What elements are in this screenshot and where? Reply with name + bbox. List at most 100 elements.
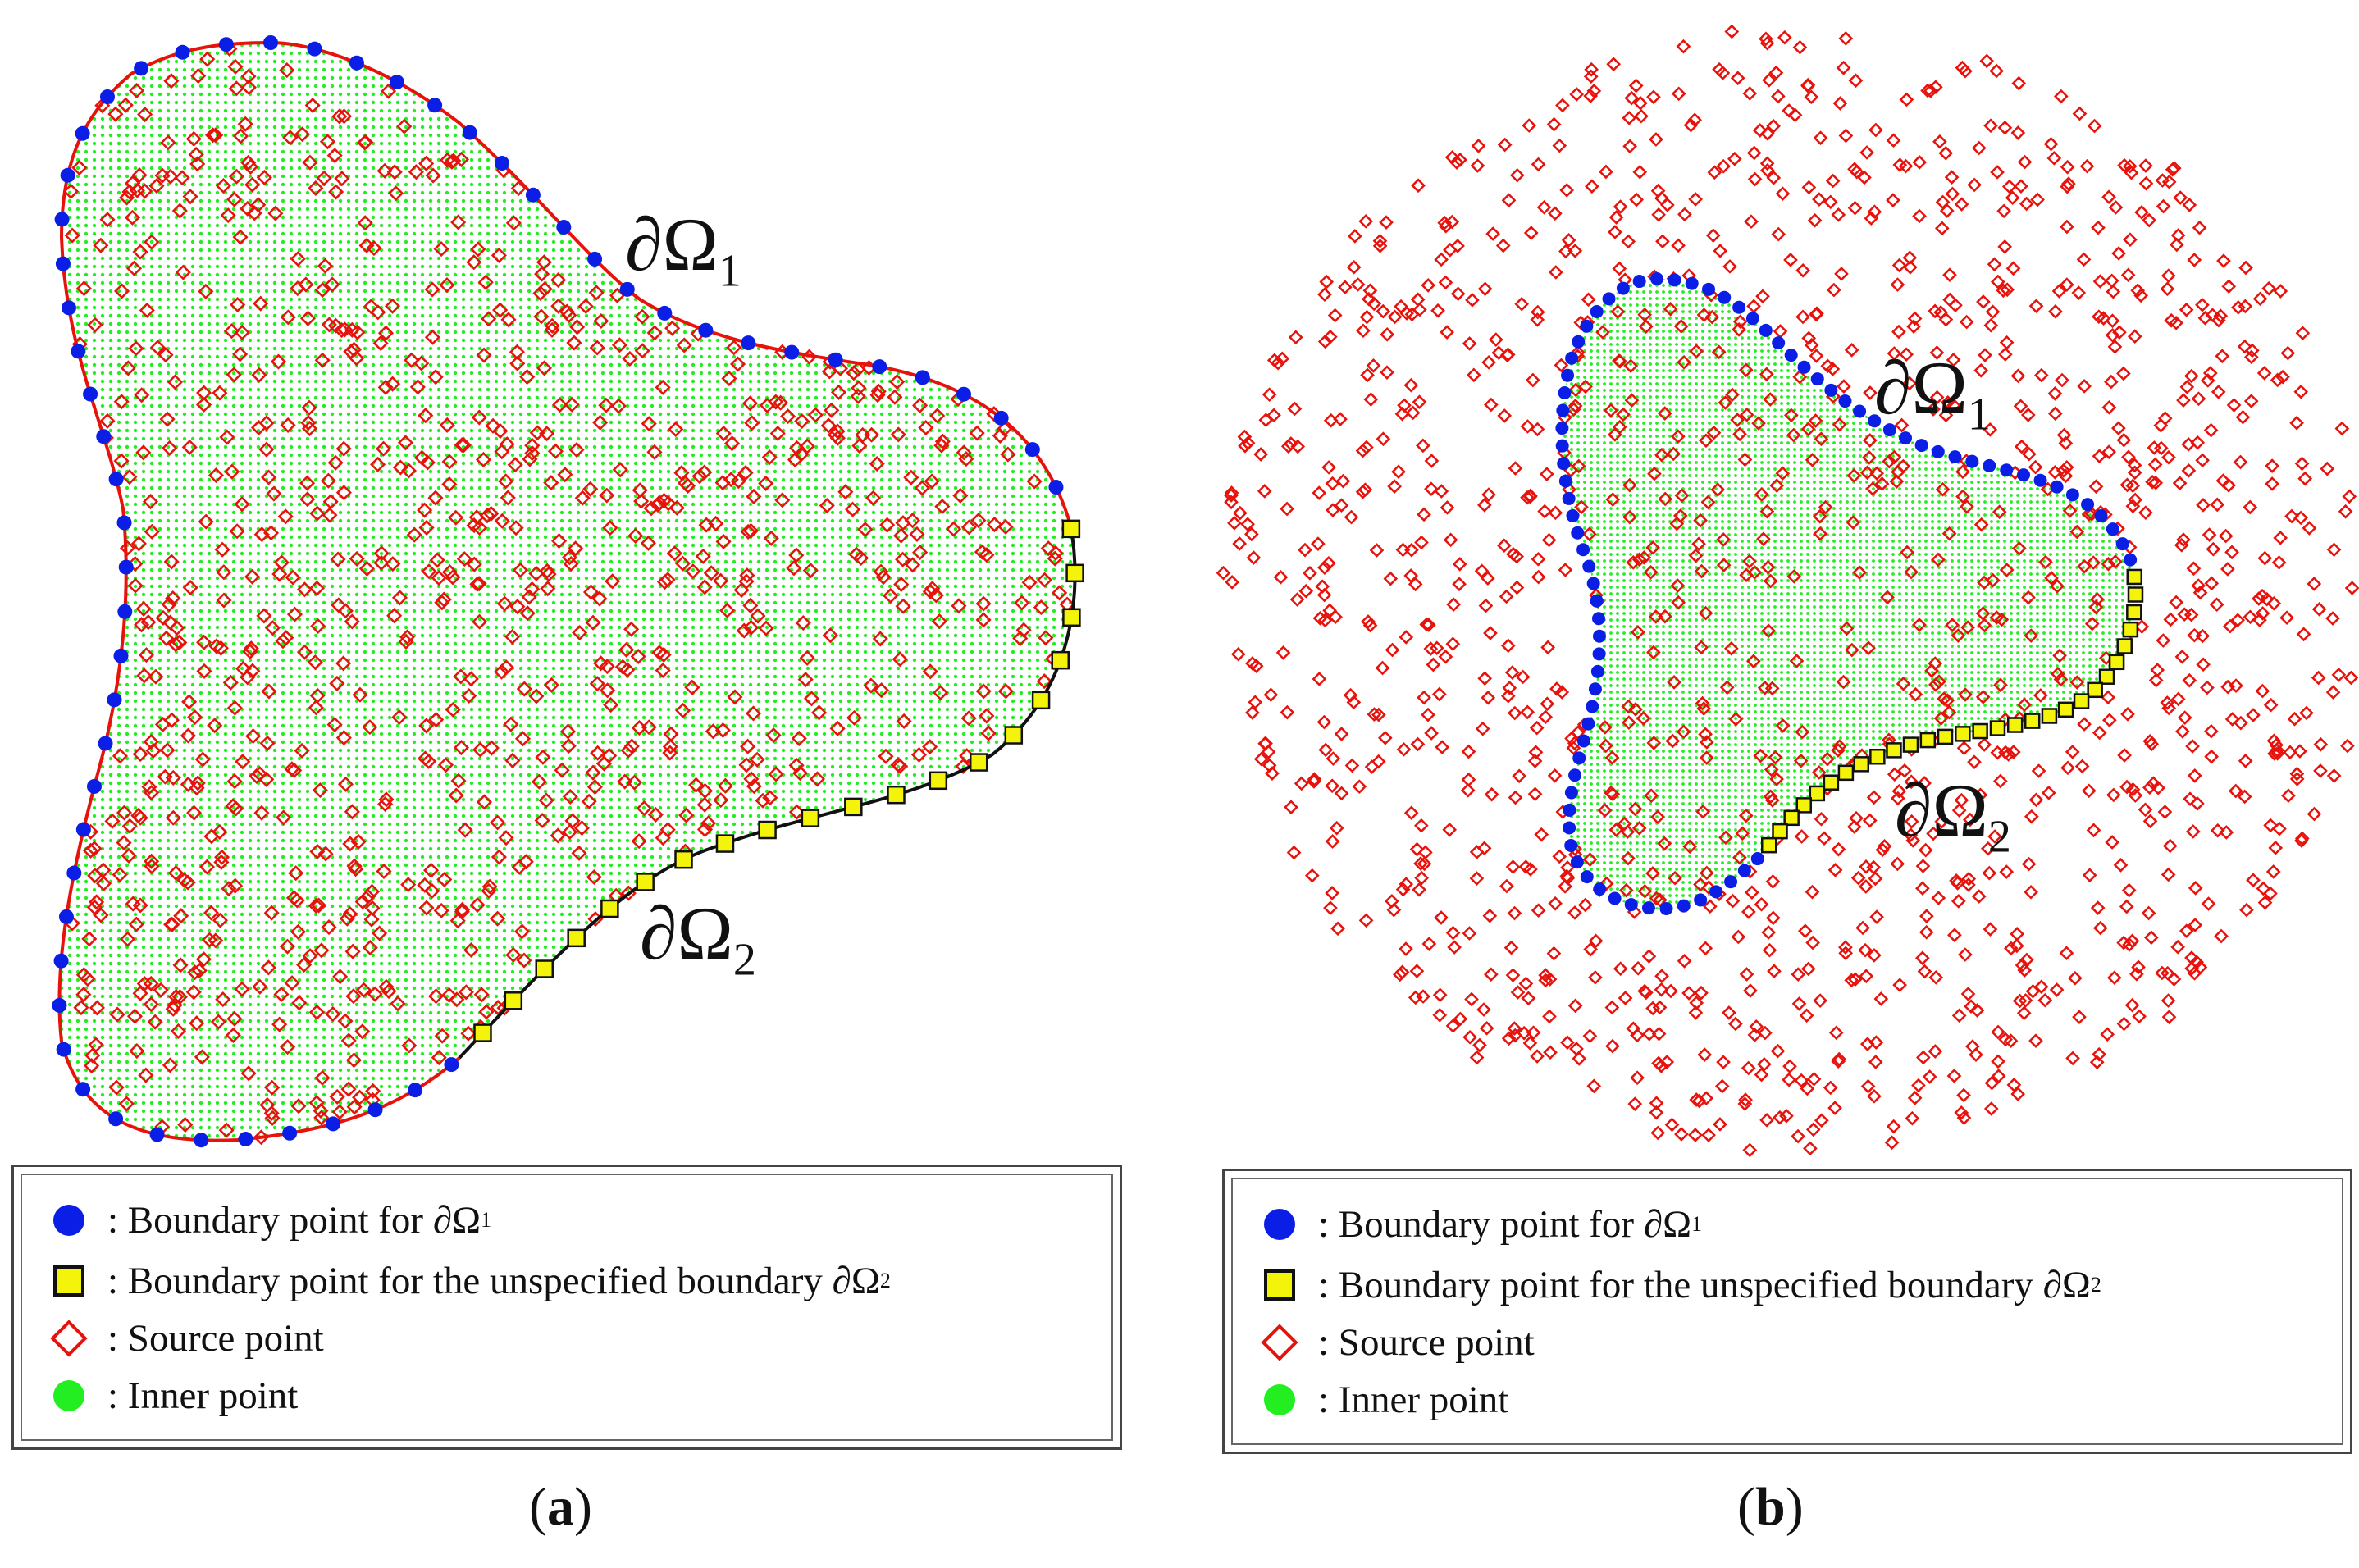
source-point <box>922 583 938 599</box>
source-point <box>536 360 553 376</box>
source-point <box>2228 783 2243 799</box>
source-point <box>2028 1033 2043 1049</box>
source-point <box>1052 585 1068 601</box>
boundary-point-omega2 <box>1853 756 1870 773</box>
source-point <box>1891 791 1905 806</box>
source-point <box>2237 789 2252 805</box>
source-point <box>160 134 176 151</box>
legend-row-boundary-omega1: : Boundary point for ∂Ω 1 <box>50 1192 491 1249</box>
source-point <box>2256 881 2271 896</box>
source-point <box>1646 89 1661 105</box>
source-point <box>1771 226 1786 242</box>
source-point <box>674 555 691 572</box>
source-point <box>167 374 184 390</box>
source-point <box>1574 499 1589 515</box>
source-point <box>1754 487 1769 502</box>
boundary-point-omega1 <box>828 352 843 367</box>
source-point <box>1527 786 1543 802</box>
source-point <box>1537 504 1553 519</box>
source-point <box>1263 687 1279 703</box>
source-point <box>2069 524 2085 540</box>
source-point <box>1375 660 1390 676</box>
source-point <box>229 523 245 540</box>
source-point <box>342 836 358 852</box>
source-point <box>780 408 796 425</box>
source-point <box>2161 268 2176 284</box>
source-point <box>431 570 447 586</box>
source-point <box>258 771 275 787</box>
source-point <box>162 168 179 185</box>
source-point <box>809 771 826 787</box>
source-point <box>335 485 352 501</box>
source-point <box>887 389 903 405</box>
source-point <box>208 932 224 949</box>
source-point <box>536 254 552 271</box>
source-point <box>1859 969 1874 984</box>
source-point <box>675 702 691 718</box>
source-point <box>1850 870 1866 886</box>
source-point <box>372 335 389 352</box>
source-point <box>385 376 401 392</box>
source-point <box>992 427 1008 444</box>
source-point <box>340 1032 357 1049</box>
source-point <box>1526 1025 1541 1041</box>
source-point <box>335 730 352 746</box>
source-point <box>125 175 141 191</box>
source-point <box>2196 498 2211 513</box>
source-point <box>797 672 814 688</box>
source-point <box>117 97 134 113</box>
source-point <box>1352 779 1367 794</box>
boundary-point-omega2 <box>1989 720 2006 736</box>
source-point <box>1344 509 1359 525</box>
source-point <box>1647 466 1662 481</box>
source-point <box>1294 776 1309 791</box>
source-point <box>2047 465 2063 480</box>
source-point <box>1361 291 1376 307</box>
source-point <box>655 830 671 846</box>
source-point <box>144 523 160 540</box>
source-point <box>2046 150 2062 166</box>
source-point <box>1346 695 1362 710</box>
source-point <box>952 487 969 504</box>
source-point <box>715 533 732 549</box>
source-point <box>1514 296 1530 312</box>
source-point <box>1588 970 1603 985</box>
source-point <box>1869 466 1885 481</box>
source-point <box>1325 834 1340 849</box>
source-point <box>327 454 344 471</box>
source-point <box>2033 688 2048 703</box>
source-point <box>2233 454 2248 470</box>
boundary-point-omega1 <box>1592 629 1606 643</box>
source-point <box>2010 927 2025 941</box>
source-point <box>1613 961 1628 977</box>
source-point <box>696 464 713 481</box>
source-point <box>1948 298 1963 313</box>
source-point <box>144 785 160 801</box>
source-point <box>1859 1037 1875 1051</box>
source-point <box>1903 827 1919 842</box>
source-point <box>386 164 403 180</box>
source-point <box>1316 714 1332 730</box>
boundary-point-omega1 <box>1737 864 1751 877</box>
source-point <box>113 453 130 469</box>
source-point <box>528 688 545 704</box>
source-point <box>319 134 335 150</box>
source-point <box>434 595 450 611</box>
source-point <box>1626 555 1641 570</box>
source-point <box>215 178 231 194</box>
source-point <box>1509 167 1525 183</box>
source-point <box>492 302 509 318</box>
source-point <box>1804 337 1819 353</box>
source-point <box>1769 772 1784 786</box>
source-point <box>1452 577 1467 592</box>
source-point <box>695 548 711 564</box>
source-point <box>2079 158 2095 174</box>
source-point <box>851 380 867 396</box>
source-point <box>1917 964 1932 979</box>
source-point <box>2263 697 2279 713</box>
source-point <box>145 742 162 759</box>
source-point <box>2224 712 2240 727</box>
source-point <box>2051 284 2067 299</box>
source-point <box>1659 1055 1675 1069</box>
boundary-point-omega1 <box>2065 488 2079 502</box>
